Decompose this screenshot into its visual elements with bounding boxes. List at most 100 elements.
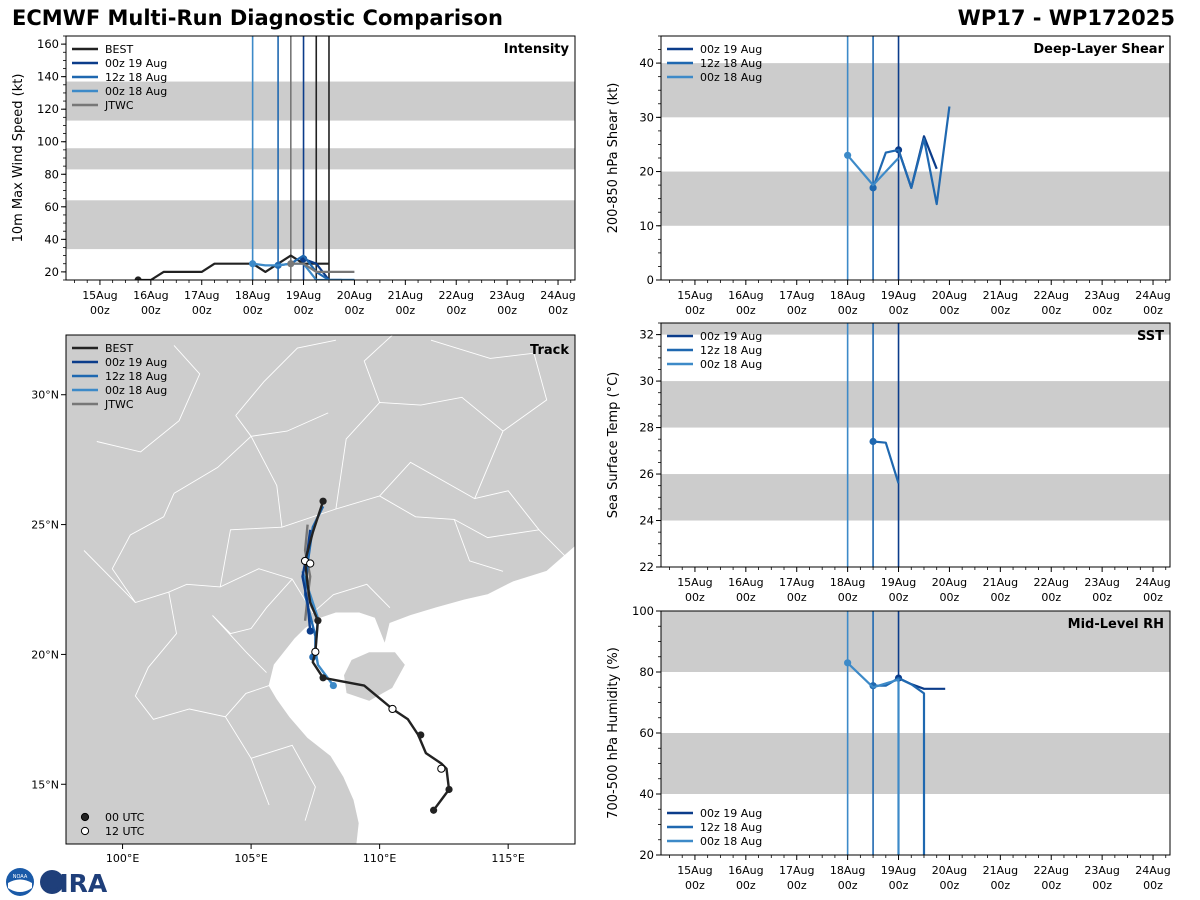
rh-title: Mid-Level RH: [1068, 617, 1164, 632]
track-border-12: [212, 578, 293, 673]
intensity-xtick-hour-label: 00z: [548, 304, 568, 317]
track-title: Track: [530, 343, 569, 358]
shear-xtick-day-label: 20Aug: [932, 289, 967, 302]
rh-series-group: [844, 659, 946, 855]
rh-point-run_00z18: [844, 659, 852, 667]
intensity-point-run_00z18: [249, 260, 257, 268]
intensity-xtick-hour-label: 00z: [141, 304, 161, 317]
sst-xtick-day-label: 15Aug: [677, 576, 712, 589]
track-legend-label: BEST: [105, 342, 133, 355]
track-marker-legend-swatch: [80, 826, 90, 836]
track-marker-best-0: [430, 806, 438, 814]
intensity-ytick-label: 140: [37, 70, 59, 84]
intensity-ytick-label: 160: [37, 37, 59, 51]
intensity-ytick-label: 120: [37, 102, 59, 116]
track-border-4: [235, 415, 283, 528]
sst-xtick-day-label: 17Aug: [779, 576, 814, 589]
intensity-band-1: [66, 148, 575, 170]
shear-band-1: [661, 63, 1170, 118]
shear-xtick-hour-label: 00z: [1143, 304, 1163, 317]
track-border-11: [235, 339, 336, 416]
sst-panel: 22 24 26 28 30 32 15Aug 00z 16Aug 00z 17Aug 00z 18Au…: [606, 322, 1171, 604]
shear-series-run_00z18: [846, 154, 900, 187]
rh-xtick-hour-label: 00z: [1041, 879, 1061, 892]
track-marker-run_00z19-0: [306, 627, 314, 635]
sst-title: SST: [1137, 329, 1164, 344]
intensity-legend-label: 00z 19 Aug: [105, 57, 167, 70]
track-marker-legend-swatch: [80, 812, 90, 822]
sst-xtick-hour-label: 00z: [1041, 591, 1061, 604]
track-map-group: [66, 335, 575, 844]
track-border-15: [453, 519, 504, 572]
rh-xtick-day-label: 18Aug: [830, 864, 865, 877]
shear-legend-label: 12z 18 Aug: [700, 57, 762, 70]
sst-xtick-hour-label: 00z: [990, 591, 1010, 604]
track-border-14: [250, 744, 316, 821]
rh-ytick-label: 100: [632, 604, 654, 618]
shear-ytick-label: 10: [639, 219, 654, 233]
rh-ylabel: 700-500 hPa Humidity (%): [606, 647, 621, 819]
intensity-xtick-day-label: 16Aug: [133, 289, 168, 302]
rh-ytick-label: 60: [639, 726, 654, 740]
intensity-xtick-day-label: 17Aug: [184, 289, 219, 302]
shear-xtick-day-label: 21Aug: [983, 289, 1018, 302]
shear-xtick-hour-label: 00z: [787, 304, 807, 317]
shear-point-run_12z18: [869, 184, 877, 192]
track-xtick-label: 115°E: [491, 852, 524, 865]
shear-xtick-day-label: 23Aug: [1084, 289, 1119, 302]
cira-globe-icon: [40, 870, 64, 894]
intensity-xtick-hour-label: 00z: [90, 304, 110, 317]
sst-frame: [660, 322, 1171, 568]
intensity-series-jtwc: [290, 262, 355, 273]
rh-xtick-hour-label: 00z: [1143, 879, 1163, 892]
track-ytick-label: 20°N: [31, 648, 59, 661]
track-border-1: [134, 592, 270, 806]
sst-xtick-day-label: 19Aug: [881, 576, 916, 589]
intensity-xtick-hour-label: 00z: [395, 304, 415, 317]
rh-xtick-day-label: 15Aug: [677, 864, 712, 877]
sst-xtick-hour-label: 00z: [736, 591, 756, 604]
sst-xtick-day-label: 22Aug: [1033, 576, 1068, 589]
sst-band-1: [661, 381, 1170, 428]
intensity-ylabel: 10m Max Wind Speed (kt): [11, 74, 26, 243]
rh-panel: 20 40 60 80 100 15Aug 00z 16Aug 00z 17Aug 00z 18Aug…: [606, 604, 1171, 892]
intensity-legend-label: BEST: [105, 43, 133, 56]
track-border-7: [474, 490, 540, 531]
track-border-9: [173, 412, 329, 494]
intensity-title: Intensity: [504, 42, 570, 57]
sst-xtick-day-label: 18Aug: [830, 576, 865, 589]
rh-xtick-hour-label: 00z: [736, 879, 756, 892]
shear-panel: 0 10 20 30 40 15Aug 00z 16Aug 00z 17Aug 00z 18Aug 00…: [606, 35, 1171, 317]
track-border-13: [312, 583, 391, 614]
intensity-xtick-hour-label: 00z: [294, 304, 314, 317]
intensity-xtick-hour-label: 00z: [192, 304, 212, 317]
intensity-xtick-day-label: 22Aug: [438, 289, 473, 302]
sst-xtick-day-label: 24Aug: [1135, 576, 1170, 589]
rh-band-1: [661, 611, 1170, 672]
track-marker-best-1: [445, 785, 453, 794]
rh-legend-label: 00z 19 Aug: [700, 807, 762, 820]
sst-ytick-label: 32: [639, 328, 654, 342]
shear-ytick-label: 30: [639, 110, 654, 124]
shear-xtick-day-label: 17Aug: [779, 289, 814, 302]
track-border-8: [430, 339, 548, 432]
sst-xtick-hour-label: 00z: [787, 591, 807, 604]
rh-series-run_00z19: [898, 677, 946, 690]
shear-legend-label: 00z 19 Aug: [700, 43, 762, 56]
track-legend-label: 00z 18 Aug: [105, 384, 167, 397]
shear-xtick-day-label: 22Aug: [1033, 289, 1068, 302]
shear-ylabel: 200-850 hPa Shear (kt): [606, 83, 621, 234]
intensity-xtick-hour-label: 00z: [497, 304, 517, 317]
rh-xtick-hour-label: 00z: [1092, 879, 1112, 892]
intensity-xtick-day-label: 23Aug: [489, 289, 524, 302]
shear-ytick-label: 20: [639, 165, 654, 179]
sst-series-run_12z18: [872, 440, 900, 484]
rh-xtick-day-label: 16Aug: [728, 864, 763, 877]
track-border-2: [225, 685, 270, 718]
track-line-run_00z19: [301, 529, 312, 632]
shear-ytick-label: 0: [647, 273, 654, 287]
sst-xtick-hour-label: 00z: [1143, 591, 1163, 604]
rh-xtick-day-label: 21Aug: [983, 864, 1018, 877]
sst-point-run_12z18: [869, 437, 877, 446]
shear-series-group: [844, 106, 951, 206]
